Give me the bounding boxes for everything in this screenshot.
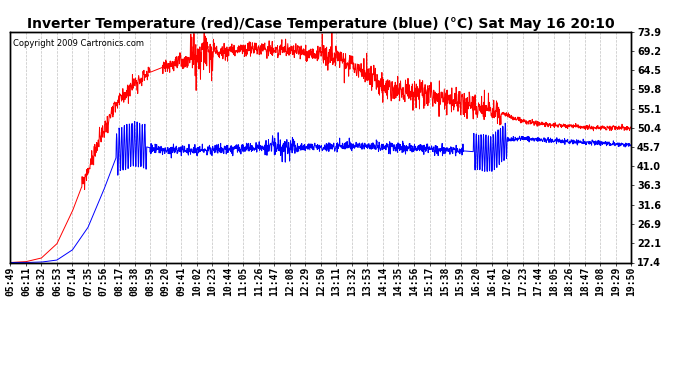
Text: Copyright 2009 Cartronics.com: Copyright 2009 Cartronics.com xyxy=(14,39,144,48)
Title: Inverter Temperature (red)/Case Temperature (blue) (°C) Sat May 16 20:10: Inverter Temperature (red)/Case Temperat… xyxy=(27,17,615,31)
